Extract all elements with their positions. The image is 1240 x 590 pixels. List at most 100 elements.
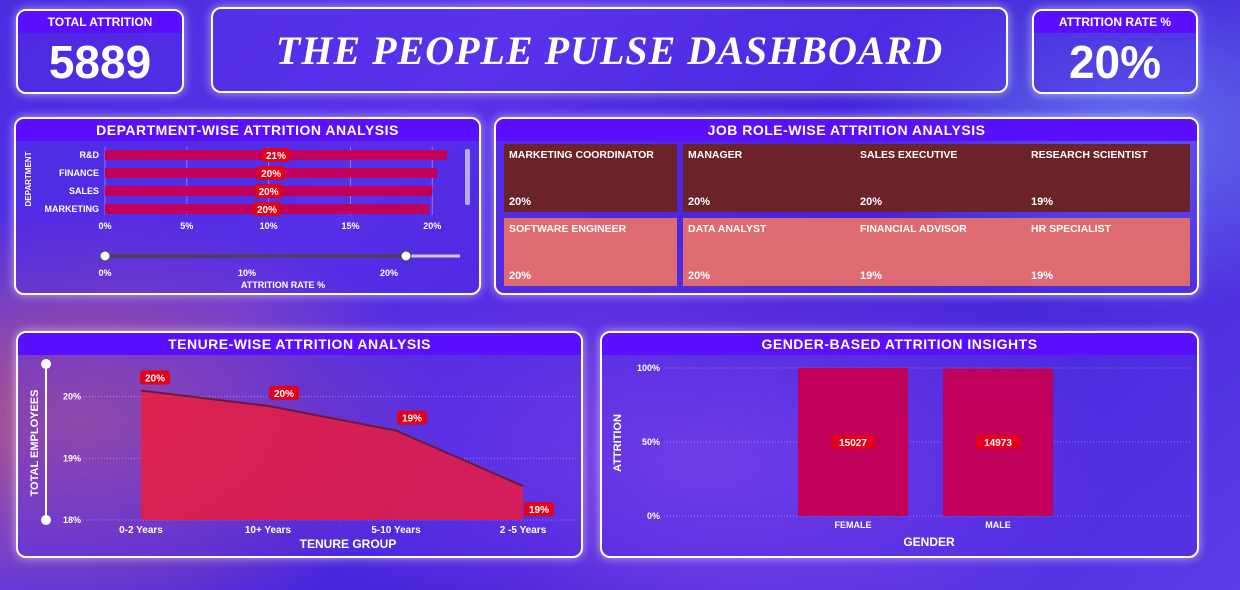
tenure-data-label: 20% [140, 370, 170, 385]
job-role-tile-software-engineer[interactable]: SOFTWARE ENGINEER 20% [504, 218, 677, 286]
job-role-name: FINANCIAL ADVISOR [860, 223, 967, 235]
tenure-data-label: 19% [397, 410, 427, 425]
gender-attrition-panel: GENDER-BASED ATTRITION INSIGHTS ATTRITIO… [600, 331, 1199, 558]
job-role-tile-marketing-coordinator[interactable]: MARKETING COORDINATOR 20% [504, 144, 677, 212]
job-role-name: MARKETING COORDINATOR [509, 149, 654, 161]
job-role-value: 19% [860, 270, 883, 282]
job-role-name: MANAGER [688, 149, 743, 161]
department-attrition-panel: DEPARTMENT-WISE ATTRITION ANALYSIS DEPAR… [14, 117, 481, 295]
job-role-tile-research-scientist[interactable]: RESEARCH SCIENTIST 19% [1026, 144, 1190, 212]
attrition-range-slider-max-handle[interactable] [400, 250, 412, 262]
gender-y-tick: 50% [642, 437, 660, 447]
tenure-attrition-panel: TENURE-WISE ATTRITION ANALYSIS TOTAL EMP… [16, 331, 583, 558]
department-bar-chart: DEPARTMENT R&D 21% FINANCE 20% SALES 20% MARKE… [24, 147, 470, 290]
gender-panel-title: GENDER-BASED ATTRITION INSIGHTS [602, 333, 1197, 355]
job-role-treemap: MARKETING COORDINATOR 20% MANAGER 20% SALE… [496, 143, 1197, 293]
department-data-label: 20% [254, 184, 283, 198]
gender-data-label-text: 14973 [984, 438, 1012, 449]
tenure-x-axis-label: TENURE GROUP [300, 537, 397, 551]
department-panel-title: DEPARTMENT-WISE ATTRITION ANALYSIS [16, 119, 479, 141]
tenure-y-slider-top-handle[interactable] [41, 359, 51, 369]
department-x-tick: 10% [260, 221, 278, 231]
department-data-label-bg [253, 202, 281, 216]
department-category-label: R&D [80, 150, 100, 160]
gender-y-axis-label: ATTRITION [612, 414, 624, 472]
job-role-name: HR SPECIALIST [1031, 223, 1111, 235]
department-data-label: 21% [262, 148, 290, 162]
kpi-total-attrition-label: TOTAL ATTRITION [18, 11, 182, 33]
department-data-label: 20% [257, 166, 286, 180]
department-category-label: FINANCE [59, 168, 99, 178]
tenure-data-label-text: 20% [145, 374, 165, 385]
kpi-attrition-rate-value: 20% [1068, 36, 1162, 88]
dashboard-title: THE PEOPLE PULSE DASHBOARD [275, 27, 944, 73]
department-x-axis-label: ATTRITION RATE % [241, 280, 325, 290]
tenure-y-tick: 18% [63, 515, 81, 525]
tenure-area-chart: TOTAL EMPLOYEES 18% 19% 20% 20% 20% 19% 19% 0… [29, 359, 578, 551]
department-data-label-text: 21% [266, 151, 286, 162]
department-data-label: 20% [253, 202, 281, 216]
department-y-axis-label: DEPARTMENT [24, 151, 33, 206]
job-role-name: DATA ANALYST [688, 223, 767, 235]
job-role-tile-manager[interactable]: MANAGER 20% [683, 144, 856, 212]
department-x-tick: 15% [341, 221, 359, 231]
tenure-y-tick: 19% [63, 453, 81, 463]
gender-bar-chart: ATTRITION 0% 50% 100% 15027 FEMALE 14973 MALE… [612, 363, 1192, 549]
kpi-total-attrition-value: 5889 [48, 36, 152, 88]
job-role-name: SALES EXECUTIVE [860, 149, 958, 161]
gender-x-tick: FEMALE [835, 520, 872, 530]
job-role-tile-financial-advisor[interactable]: FINANCIAL ADVISOR 19% [855, 218, 1028, 286]
gender-data-label: 14973 [976, 435, 1020, 449]
tenure-data-label: 19% [524, 502, 554, 517]
job-role-tile-data-analyst[interactable]: DATA ANALYST 20% [683, 218, 856, 286]
tenure-area-line [140, 389, 524, 487]
department-data-label-text: 20% [261, 169, 281, 180]
gender-data-label-bg [831, 435, 875, 449]
tenure-data-label-text: 19% [402, 414, 422, 425]
department-data-label-bg [257, 166, 286, 180]
gender-x-axis-label: GENDER [903, 535, 955, 549]
job-role-tile-sales-executive[interactable]: SALES EXECUTIVE 20% [855, 144, 1028, 212]
department-data-label-bg [262, 148, 290, 162]
tenure-x-tick: 5-10 Years [371, 525, 421, 536]
department-x-tick: 20% [423, 221, 441, 231]
job-role-value: 19% [1031, 270, 1054, 282]
slider-tick-1: 10% [238, 268, 256, 278]
job-role-value: 20% [688, 196, 711, 208]
tenure-data-label-text: 20% [274, 389, 294, 400]
gender-data-label: 15027 [831, 435, 875, 449]
tenure-y-axis-label: TOTAL EMPLOYEES [29, 390, 41, 497]
tenure-x-tick: 0-2 Years [119, 525, 163, 536]
tenure-data-label-bg [140, 370, 170, 385]
tenure-y-slider-bottom-handle[interactable] [41, 515, 51, 525]
slider-tick-0: 0% [98, 268, 111, 278]
gender-data-label-text: 15027 [839, 438, 867, 449]
tenure-panel-title: TENURE-WISE ATTRITION ANALYSIS [18, 333, 581, 355]
job-role-value: 19% [1031, 196, 1054, 208]
department-x-tick: 0% [98, 221, 111, 231]
department-data-label-text: 20% [259, 187, 279, 198]
job-role-name: RESEARCH SCIENTIST [1031, 149, 1148, 161]
tenure-data-label-bg [524, 502, 554, 517]
gender-y-tick: 0% [647, 511, 660, 521]
dashboard-title-panel: THE PEOPLE PULSE DASHBOARD [211, 7, 1008, 93]
job-role-value: 20% [509, 196, 532, 208]
tenure-data-label: 20% [269, 385, 299, 400]
kpi-total-attrition: TOTAL ATTRITION 5889 [16, 9, 184, 94]
job-role-value: 20% [860, 196, 883, 208]
gender-data-label-bg [976, 435, 1020, 449]
tenure-x-tick: 10+ Years [245, 525, 292, 536]
attrition-range-slider-min-handle[interactable] [99, 250, 111, 262]
tenure-data-label-bg [269, 385, 299, 400]
department-data-label-bg [254, 184, 283, 198]
job-role-value: 20% [509, 270, 532, 282]
gender-x-tick: MALE [985, 520, 1011, 530]
department-category-label: SALES [69, 186, 99, 196]
tenure-data-label-text: 19% [529, 505, 549, 516]
department-x-tick: 5% [180, 221, 193, 231]
department-scrollbar[interactable] [465, 149, 470, 205]
tenure-x-tick: 2 -5 Years [500, 525, 547, 536]
job-role-tile-hr-specialist[interactable]: HR SPECIALIST 19% [1026, 218, 1190, 286]
gender-y-tick: 100% [637, 363, 660, 373]
job-role-attrition-panel: JOB ROLE-WISE ATTRITION ANALYSIS MARKETI… [494, 117, 1199, 295]
